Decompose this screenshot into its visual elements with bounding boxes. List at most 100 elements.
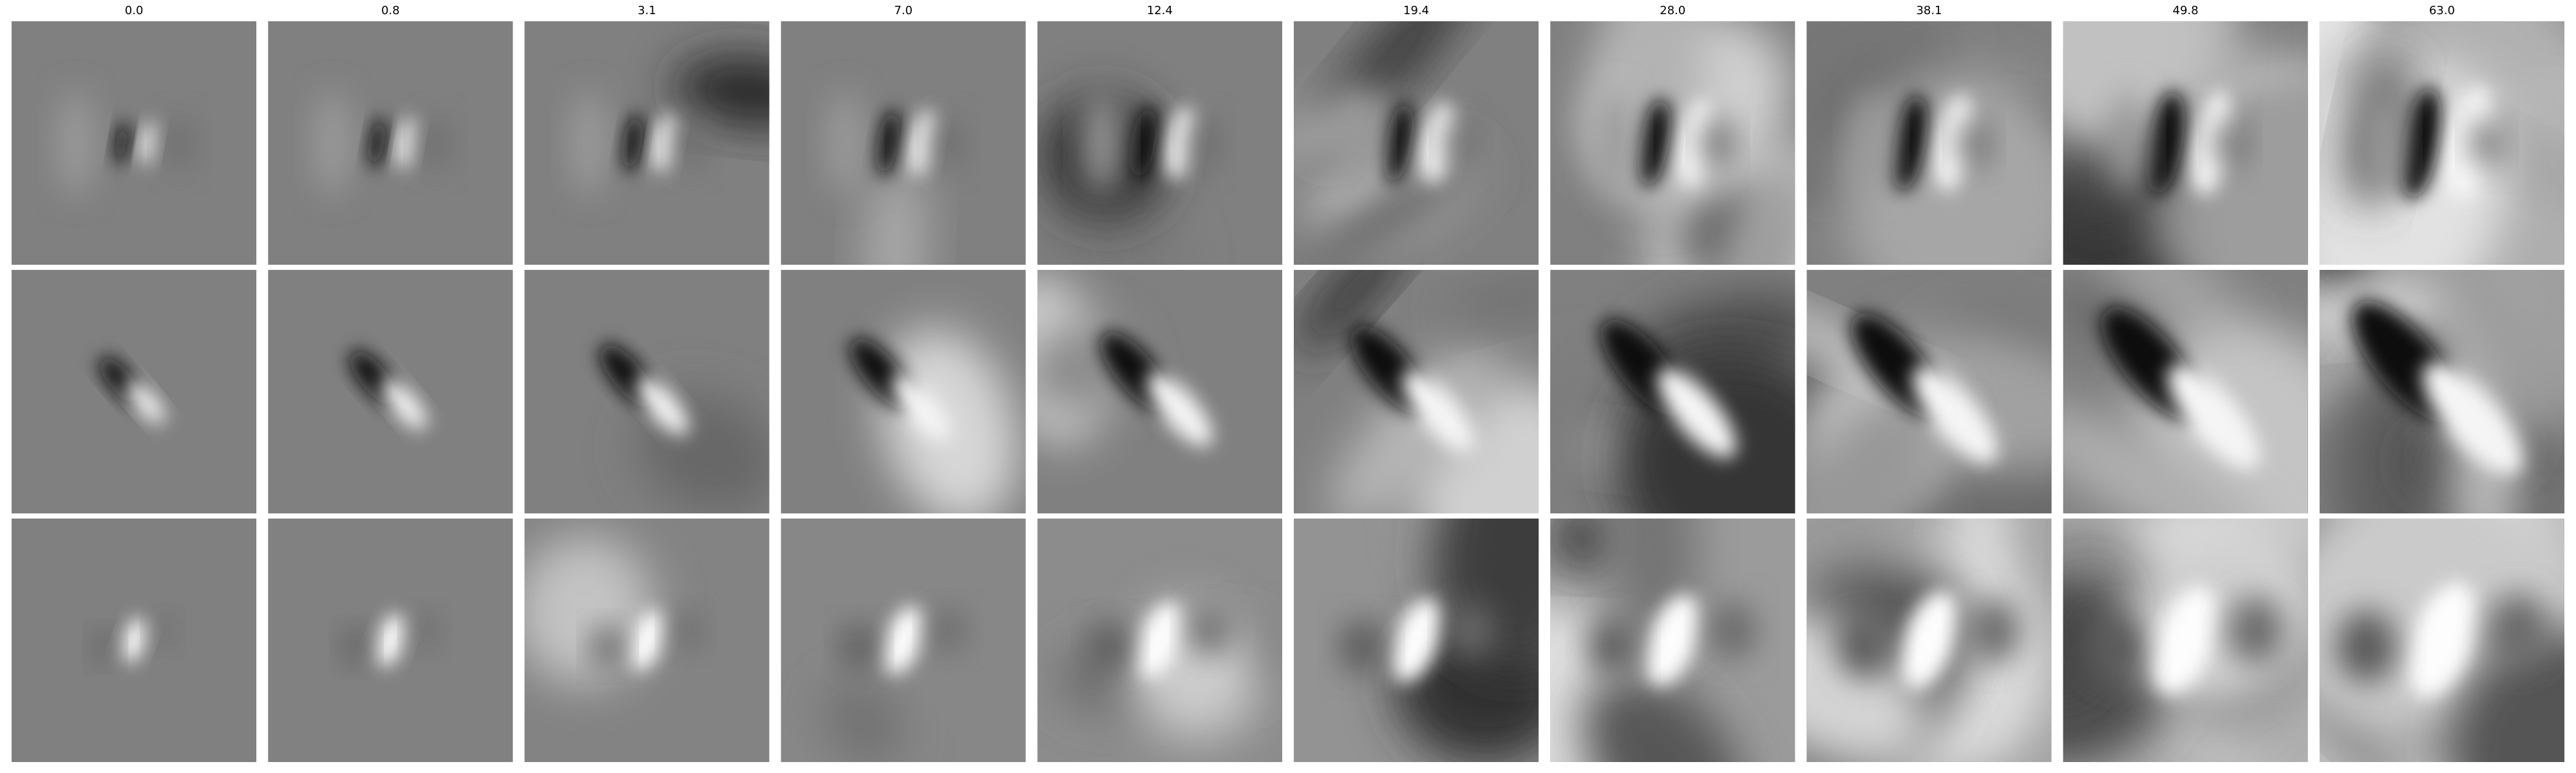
image-panel xyxy=(1294,270,1539,513)
blob xyxy=(2214,117,2247,169)
blob xyxy=(930,609,966,653)
blob xyxy=(1189,606,1229,655)
blob xyxy=(151,616,175,645)
blob xyxy=(932,117,965,169)
blob xyxy=(1968,598,2020,663)
blob xyxy=(825,680,901,762)
panel-title: 3.1 xyxy=(638,4,656,17)
image-panel xyxy=(1294,21,1539,265)
blob xyxy=(2108,91,2147,195)
panel-title: 0.8 xyxy=(381,4,400,17)
blob xyxy=(621,113,643,173)
panel-title: 0.0 xyxy=(125,4,144,17)
panel-background xyxy=(268,21,513,265)
blob xyxy=(57,91,96,195)
blob xyxy=(1166,106,1196,180)
blob xyxy=(367,117,386,169)
blob xyxy=(1329,347,1498,513)
image-panel xyxy=(781,270,1026,513)
blob xyxy=(636,376,689,435)
blob xyxy=(126,380,165,424)
blob xyxy=(2420,270,2565,433)
blob xyxy=(343,630,370,663)
blob xyxy=(2470,117,2503,169)
blob xyxy=(2063,405,2266,513)
blob xyxy=(1390,598,1442,682)
blob xyxy=(1806,386,1946,513)
blob xyxy=(2422,361,2522,475)
blob xyxy=(2228,596,2284,665)
blob xyxy=(1891,94,1928,192)
panel-title: 28.0 xyxy=(1660,4,1685,17)
image-panel xyxy=(12,21,257,265)
image-panel xyxy=(1550,21,1795,265)
blob xyxy=(1340,620,1384,674)
image-panel xyxy=(1550,270,1795,513)
blob xyxy=(1090,622,1130,671)
blob xyxy=(676,117,708,169)
blob xyxy=(2319,62,2507,265)
blob xyxy=(1552,519,1615,568)
blob xyxy=(1899,590,1960,691)
blob xyxy=(411,614,439,647)
image-panel xyxy=(524,270,770,513)
blob xyxy=(1638,98,1671,188)
blob xyxy=(397,117,417,169)
image-panel xyxy=(12,519,257,762)
image-panel xyxy=(2063,270,2308,513)
panel-title: 63.0 xyxy=(2429,4,2455,17)
blob xyxy=(1701,117,1734,169)
blob xyxy=(841,625,877,669)
blob xyxy=(2063,21,2215,148)
blob xyxy=(1958,117,1991,169)
blob xyxy=(2153,586,2219,694)
image-panel xyxy=(268,21,513,265)
panel-background xyxy=(12,21,257,265)
blob xyxy=(1645,594,1701,687)
blob xyxy=(1607,519,1697,649)
blob xyxy=(1678,98,1714,188)
blob xyxy=(2167,363,2260,470)
blob xyxy=(120,618,148,663)
blob xyxy=(381,378,427,430)
blob xyxy=(1188,117,1221,169)
blob xyxy=(1580,674,1744,762)
panel-title: 19.4 xyxy=(1403,4,1429,17)
blob xyxy=(653,113,677,173)
panel-title: 38.1 xyxy=(1916,4,1942,17)
blob xyxy=(1852,91,1891,195)
image-panel xyxy=(1550,519,1795,762)
image-panel xyxy=(2319,270,2565,513)
blob xyxy=(1402,370,1475,453)
blob xyxy=(569,91,609,195)
blob xyxy=(1912,366,1998,464)
image-panel xyxy=(268,270,513,513)
blob xyxy=(313,91,352,195)
image-panel xyxy=(1037,519,1282,762)
blob xyxy=(629,610,665,671)
blob xyxy=(1082,91,1121,195)
panel-title: 49.8 xyxy=(2173,4,2199,17)
blob xyxy=(1709,601,1757,660)
blob xyxy=(2400,86,2442,200)
blob xyxy=(1741,528,1795,602)
image-panel xyxy=(781,519,1026,762)
image-panel xyxy=(2319,519,2565,762)
image-panel xyxy=(1806,21,2052,265)
blob xyxy=(140,121,158,165)
blob xyxy=(2447,86,2492,200)
blob xyxy=(865,162,926,265)
blob xyxy=(163,117,196,169)
image-panel xyxy=(524,21,770,265)
blob xyxy=(374,614,406,667)
blob xyxy=(673,57,770,127)
image-panel xyxy=(1294,519,1539,762)
image-panel xyxy=(2063,519,2308,762)
blob xyxy=(1589,617,1637,676)
image-panel xyxy=(1806,270,2052,513)
blob xyxy=(826,91,865,195)
panel-title: 12.4 xyxy=(1147,4,1173,17)
image-panel xyxy=(524,519,770,762)
blob xyxy=(1383,102,1414,184)
image-panel xyxy=(1037,21,1282,265)
